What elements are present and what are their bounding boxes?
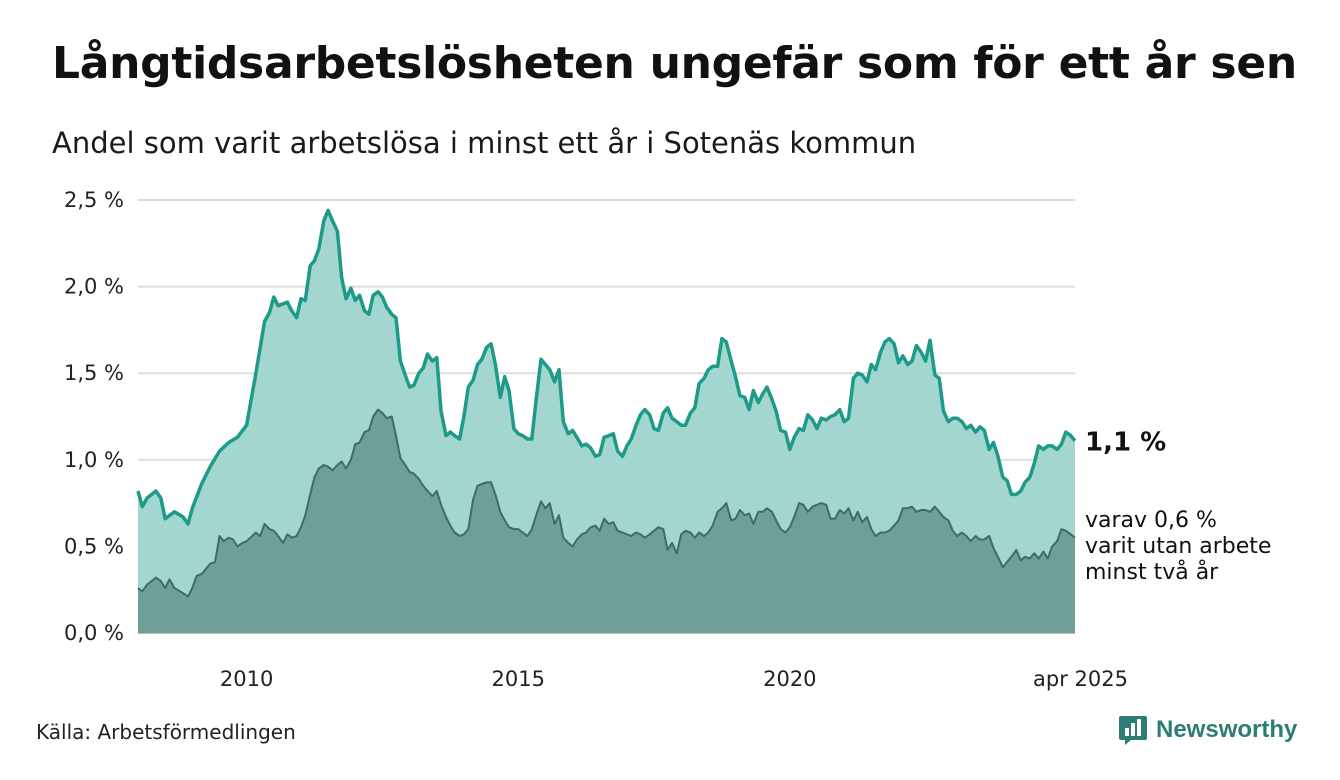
- series-1-area: [138, 409, 1075, 633]
- series-areas: [136, 208, 1077, 633]
- brand-name: Newsworthy: [1156, 716, 1298, 743]
- y-tick-label-0: 0,0 %: [64, 621, 124, 645]
- y-tick-label-3: 1,5 %: [64, 361, 124, 385]
- y-tick-label-5: 2,5 %: [64, 188, 124, 212]
- series-1-line: [137, 408, 1076, 598]
- x-tick-label-1: 2015: [492, 667, 545, 691]
- source-note: Källa: Arbetsförmedlingen: [36, 720, 296, 744]
- series-1-end-label-line-2: minst två år: [1085, 559, 1219, 585]
- series-1-end-label-line-1: varit utan arbete: [1085, 534, 1271, 559]
- chart-subtitle: Andel som varit arbetslösa i minst ett å…: [52, 126, 917, 160]
- series-0-end-label: 1,1 %: [1085, 428, 1166, 458]
- chart-title: Långtidsarbetslösheten ungefär som för e…: [52, 38, 1297, 89]
- brand[interactable]: Newsworthy: [1118, 712, 1297, 748]
- series-0-line: [136, 208, 1077, 526]
- x-tick-label-3: apr 2025: [1033, 667, 1128, 691]
- y-tick-label-4: 2,0 %: [64, 275, 124, 299]
- x-axis: 2010 2015 2020 apr 2025: [220, 667, 1128, 691]
- y-tick-label-1: 0,5 %: [64, 534, 124, 558]
- newsworthy-logo-icon: [1119, 716, 1147, 745]
- series-1-end-label-line-0: varav 0,6 %: [1085, 508, 1217, 533]
- x-tick-label-0: 2010: [220, 667, 273, 691]
- y-tick-label-2: 1,0 %: [64, 448, 124, 472]
- x-tick-label-2: 2020: [763, 667, 816, 691]
- y-axis: 0,0 % 0,5 % 1,0 % 1,5 % 2,0 % 2,5 %: [64, 188, 124, 645]
